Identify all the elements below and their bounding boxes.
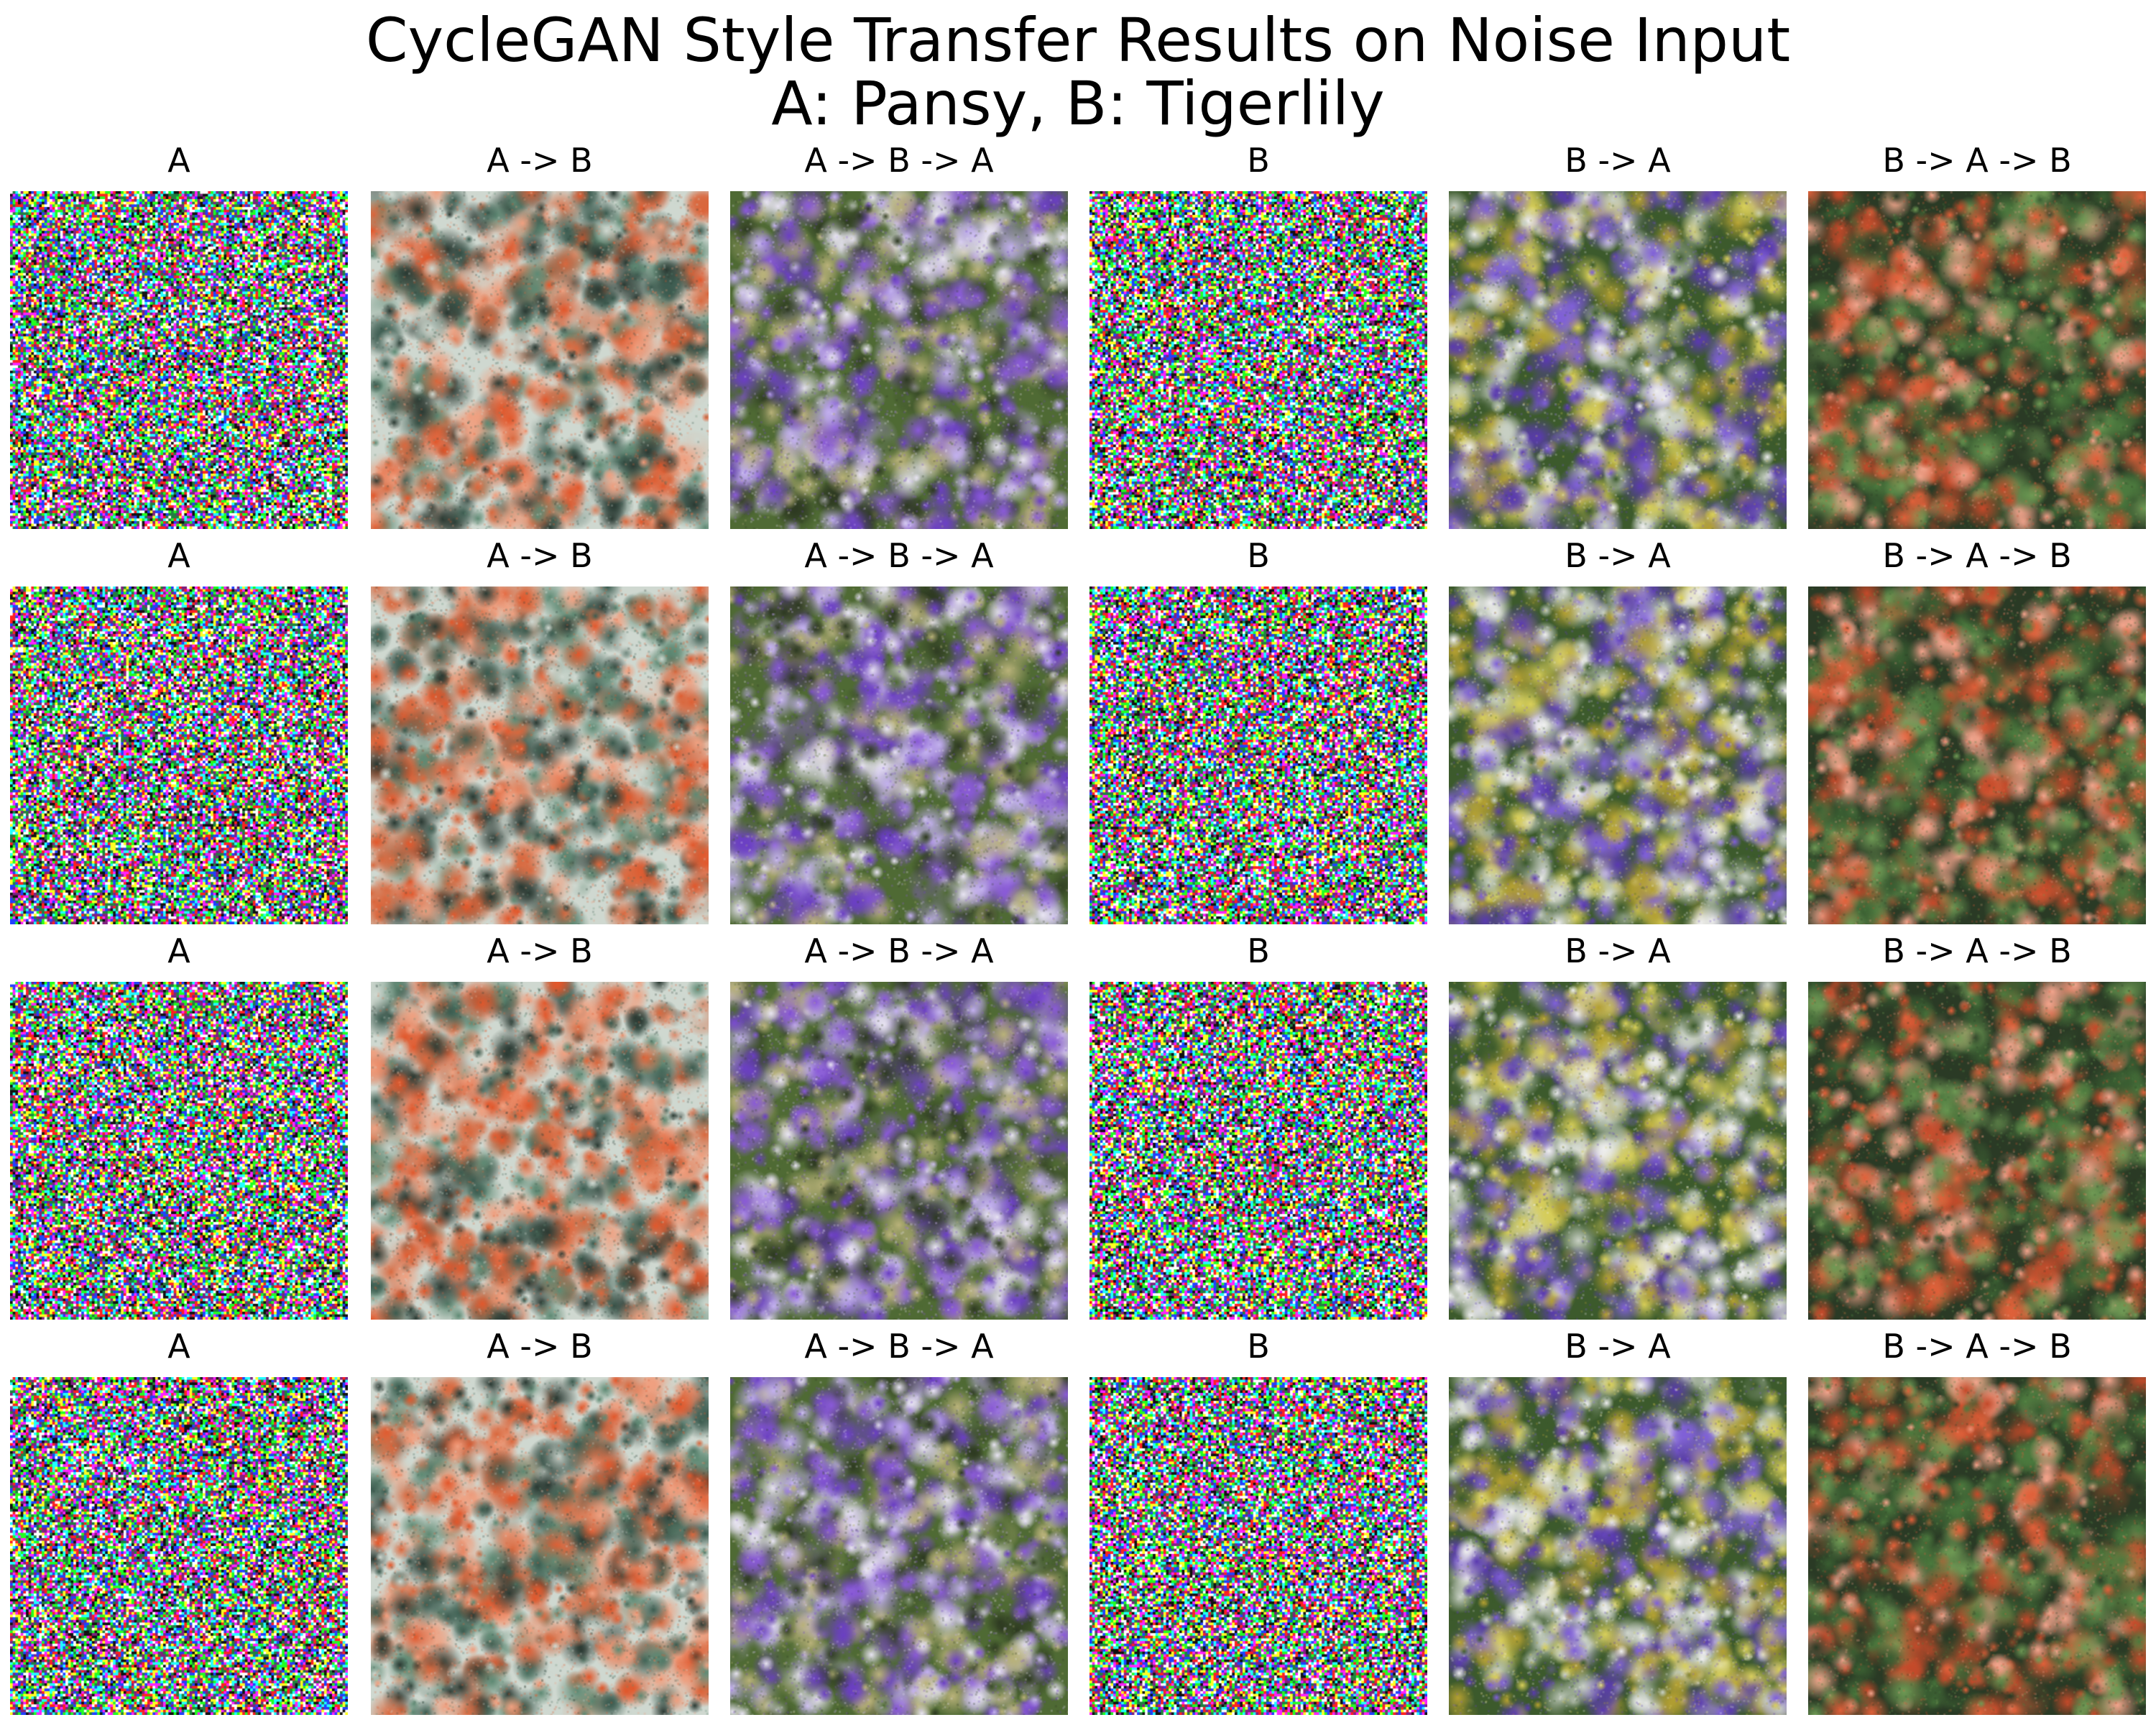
- cell-title: B -> A: [1565, 932, 1671, 970]
- result-cell: A -> B: [371, 932, 709, 1320]
- noise-image: [10, 586, 348, 924]
- generated-flower-image: [730, 1377, 1068, 1715]
- generated-flower-image: [730, 586, 1068, 924]
- generated-flower-image: [371, 982, 709, 1320]
- generated-flower-image: [1449, 982, 1787, 1320]
- result-cell: A -> B: [371, 536, 709, 924]
- generated-flower-image: [730, 191, 1068, 529]
- generated-flower-image: [730, 982, 1068, 1320]
- cell-title: B: [1247, 932, 1270, 970]
- result-cell: B -> A -> B: [1808, 932, 2146, 1320]
- cell-title: B: [1247, 536, 1270, 575]
- result-cell: B -> A -> B: [1808, 1327, 2146, 1715]
- cell-title: B -> A -> B: [1882, 141, 2072, 180]
- generated-flower-image: [371, 1377, 709, 1715]
- generated-flower-image: [1808, 586, 2146, 924]
- noise-image: [10, 1377, 348, 1715]
- result-cell: B: [1089, 141, 1427, 529]
- noise-image: [1089, 982, 1427, 1320]
- result-cell: A -> B -> A: [730, 932, 1068, 1320]
- result-cell: B -> A -> B: [1808, 536, 2146, 924]
- cell-title: B -> A -> B: [1882, 1327, 2072, 1366]
- result-cell: B -> A: [1449, 932, 1787, 1320]
- figure-title-line-2: A: Pansy, B: Tigerlily: [771, 68, 1385, 139]
- result-cell: A: [10, 1327, 348, 1715]
- cell-title: A -> B -> A: [804, 932, 994, 970]
- result-cell: A -> B: [371, 141, 709, 529]
- result-cell: A: [10, 932, 348, 1320]
- figure-title-line-1: CycleGAN Style Transfer Results on Noise…: [365, 5, 1791, 75]
- result-cell: B: [1089, 536, 1427, 924]
- result-cell: A -> B: [371, 1327, 709, 1715]
- cell-title: B -> A: [1565, 141, 1671, 180]
- generated-flower-image: [371, 586, 709, 924]
- noise-image: [1089, 586, 1427, 924]
- cell-title: B -> A: [1565, 536, 1671, 575]
- cell-title: A: [167, 1327, 190, 1366]
- noise-image: [10, 191, 348, 529]
- noise-image: [1089, 191, 1427, 529]
- result-cell: A: [10, 141, 348, 529]
- generated-flower-image: [1808, 982, 2146, 1320]
- cell-title: A -> B: [487, 932, 593, 970]
- cell-title: B: [1247, 1327, 1270, 1366]
- cell-title: A -> B -> A: [804, 1327, 994, 1366]
- generated-flower-image: [1449, 191, 1787, 529]
- cell-title: A -> B: [487, 141, 593, 180]
- generated-flower-image: [1449, 586, 1787, 924]
- generated-flower-image: [1808, 1377, 2146, 1715]
- generated-flower-image: [371, 191, 709, 529]
- cell-title: A -> B -> A: [804, 141, 994, 180]
- cell-title: A: [167, 141, 190, 180]
- noise-image: [10, 982, 348, 1320]
- result-cell: B -> A -> B: [1808, 141, 2146, 529]
- result-cell: B -> A: [1449, 1327, 1787, 1715]
- result-cell: B: [1089, 932, 1427, 1320]
- cell-title: B -> A -> B: [1882, 536, 2072, 575]
- cell-title: A -> B: [487, 536, 593, 575]
- result-cell: B: [1089, 1327, 1427, 1715]
- cell-title: A -> B -> A: [804, 536, 994, 575]
- result-cell: A -> B -> A: [730, 1327, 1068, 1715]
- generated-flower-image: [1808, 191, 2146, 529]
- cell-title: B: [1247, 141, 1270, 180]
- cell-title: B -> A -> B: [1882, 932, 2072, 970]
- result-cell: A -> B -> A: [730, 536, 1068, 924]
- cell-title: A -> B: [487, 1327, 593, 1366]
- result-cell: A -> B -> A: [730, 141, 1068, 529]
- cell-title: B -> A: [1565, 1327, 1671, 1366]
- cell-title: A: [167, 932, 190, 970]
- cell-title: A: [167, 536, 190, 575]
- noise-image: [1089, 1377, 1427, 1715]
- result-cell: B -> A: [1449, 536, 1787, 924]
- result-cell: A: [10, 536, 348, 924]
- result-cell: B -> A: [1449, 141, 1787, 529]
- generated-flower-image: [1449, 1377, 1787, 1715]
